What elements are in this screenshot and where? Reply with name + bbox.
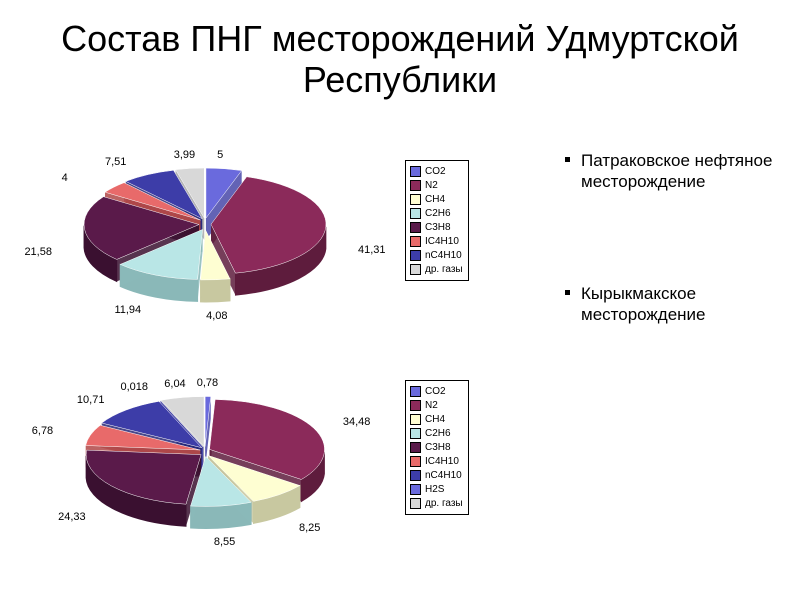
legend-row: CH4: [410, 193, 463, 206]
legend-swatch: [410, 484, 421, 495]
legend-swatch: [410, 264, 421, 275]
legend-label: др. газы: [425, 497, 463, 510]
legend-swatch: [410, 208, 421, 219]
bullet-list: Патраковское нефтяное месторождение Кыры…: [565, 150, 775, 415]
legend-swatch: [410, 386, 421, 397]
page-title: Состав ПНГ месторождений Удмуртской Респ…: [0, 18, 800, 101]
slice-value-label: 11,94: [114, 304, 141, 316]
slice-value-label: 6,04: [164, 378, 185, 390]
slice-value-label: 0,018: [121, 381, 149, 393]
legend-row: IC4H10: [410, 455, 463, 468]
slice-value-label: 10,71: [77, 394, 105, 406]
bullet-dot: [565, 157, 570, 162]
chart-kyrykmakskoe: 0,78 34,48 8,25 8,55 24,33 6,78 10,71 0,018 6,04: [35, 360, 375, 555]
slice-value-label: 4,08: [206, 310, 227, 322]
slice-value-label: 24,33: [58, 511, 86, 523]
legend-row: nC4H10: [410, 469, 463, 482]
slice-value-label: 3,99: [174, 149, 195, 161]
legend-row: N2: [410, 179, 463, 192]
legend-swatch: [410, 400, 421, 411]
slice-value-label: 21,58: [24, 246, 52, 258]
legend-swatch: [410, 456, 421, 467]
bullet-text: Кырыкмакское месторождение: [581, 284, 706, 324]
legend-label: nC4H10: [425, 469, 462, 482]
legend-swatch: [410, 414, 421, 425]
slice-value-label: 7,51: [105, 156, 126, 168]
legend-label: IC4H10: [425, 455, 459, 468]
slice-value-label: 8,55: [214, 536, 235, 548]
legend-swatch: [410, 166, 421, 177]
legend-row: CO2: [410, 385, 463, 398]
legend-label: CO2: [425, 385, 446, 398]
legend-row: др. газы: [410, 497, 463, 510]
legend-label: CO2: [425, 165, 446, 178]
bullet-dot: [565, 290, 570, 295]
slide: Состав ПНГ месторождений Удмуртской Респ…: [0, 0, 800, 600]
legend-label: C3H8: [425, 441, 451, 454]
slice-value-label: 8,25: [299, 522, 320, 534]
chart-patrakovskoe: 541,314,0811,9421,5847,513,99: [35, 135, 375, 325]
legend-label: др. газы: [425, 263, 463, 276]
legend-label: N2: [425, 399, 438, 412]
legend-row: C2H6: [410, 427, 463, 440]
legend-label: IC4H10: [425, 235, 459, 248]
legend-row: C3H8: [410, 441, 463, 454]
bullet-text: Патраковское нефтяное месторождение: [581, 151, 772, 191]
legend-label: C3H8: [425, 221, 451, 234]
slice-value-label: 5: [217, 149, 223, 161]
slice-value-label: 4: [62, 172, 68, 184]
legend-label: CH4: [425, 413, 445, 426]
legend-row: CO2: [410, 165, 463, 178]
legend-row: H2S: [410, 483, 463, 496]
legend-swatch: [410, 470, 421, 481]
slice-value-label: 34,48: [343, 416, 371, 428]
legend-row: nC4H10: [410, 249, 463, 262]
legend-swatch: [410, 442, 421, 453]
legend-label: H2S: [425, 483, 444, 496]
legend-row: др. газы: [410, 263, 463, 276]
legend-swatch: [410, 236, 421, 247]
legend-label: N2: [425, 179, 438, 192]
legend-label: nC4H10: [425, 249, 462, 262]
bullet-item: Патраковское нефтяное месторождение: [565, 150, 775, 193]
legend-row: N2: [410, 399, 463, 412]
slice-value-label: 0,78: [197, 377, 218, 389]
legend-swatch: [410, 498, 421, 509]
legend-row: C2H6: [410, 207, 463, 220]
legend-row: IC4H10: [410, 235, 463, 248]
legend-row: C3H8: [410, 221, 463, 234]
legend-patrakovskoe: CO2N2CH4C2H6C3H8IC4H10nC4H10др. газы: [405, 160, 469, 281]
bullet-item: Кырыкмакское месторождение: [565, 283, 775, 326]
slice-value-label: 41,31: [358, 244, 386, 256]
legend-label: C2H6: [425, 207, 451, 220]
legend-swatch: [410, 250, 421, 261]
legend-label: C2H6: [425, 427, 451, 440]
legend-kyrykmakskoe: CO2N2CH4C2H6C3H8IC4H10nC4H10H2Sдр. газы: [405, 380, 469, 515]
legend-swatch: [410, 180, 421, 191]
legend-label: CH4: [425, 193, 445, 206]
slice-value-label: 6,78: [32, 425, 53, 437]
legend-swatch: [410, 428, 421, 439]
legend-row: CH4: [410, 413, 463, 426]
legend-swatch: [410, 222, 421, 233]
legend-swatch: [410, 194, 421, 205]
